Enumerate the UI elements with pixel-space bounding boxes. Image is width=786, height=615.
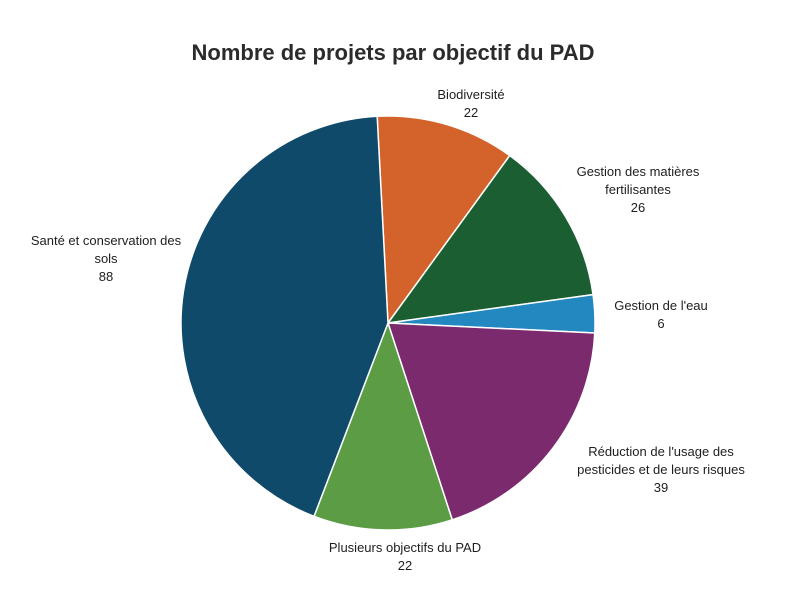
value-label: 88 [98, 269, 114, 284]
value-label: 39 [653, 480, 669, 495]
slice-label: Gestion des matières fertilisantes 26 [558, 163, 718, 217]
category-name: Plusieurs objectifs du PAD [328, 540, 482, 555]
category-name: Biodiversité [437, 87, 505, 102]
category-name: Gestion des matières fertilisantes [576, 164, 700, 197]
slice-label: Gestion de l'eau 6 [586, 297, 736, 333]
category-name: Réduction de l'usage des pesticides et d… [577, 444, 745, 477]
pie-slice [313, 320, 454, 531]
pie-slice [180, 115, 389, 518]
value-label: 26 [630, 200, 646, 215]
slice-label: Plusieurs objectifs du PAD 22 [295, 539, 515, 575]
pie-slice [386, 322, 596, 521]
slice-label: Réduction de l'usage des pesticides et d… [566, 443, 756, 497]
category-name: Santé et conservation des sols [30, 233, 182, 266]
slice-label: Biodiversité 22 [401, 86, 541, 122]
pie-slice [386, 154, 594, 324]
pie-slice [376, 115, 511, 326]
value-label: 22 [397, 558, 413, 573]
slice-label: Santé et conservation des sols 88 [26, 232, 186, 286]
value-label: 6 [657, 316, 665, 331]
value-label: 22 [463, 105, 479, 120]
chart-title: Nombre de projets par objectif du PAD [191, 40, 595, 65]
category-name: Gestion de l'eau [614, 298, 708, 313]
